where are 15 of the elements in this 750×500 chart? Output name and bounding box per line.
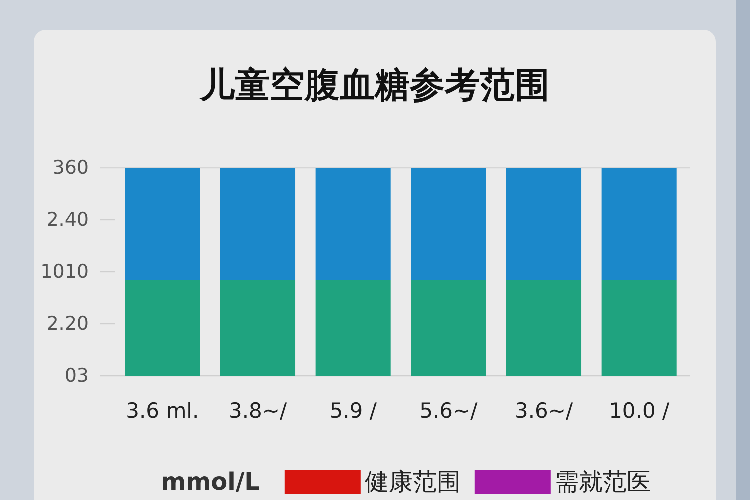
x-tick-label: 3.8~/ (228, 399, 288, 423)
legend-label: 健康范围 (364, 468, 461, 496)
annotation: 1010 (40, 261, 89, 283)
legend-label: 需就范医 (554, 468, 651, 496)
legend-title: mmol/L (161, 468, 260, 496)
x-tick-label: 3.6~/ (514, 399, 574, 423)
annotation: 360 (52, 157, 89, 179)
x-tick-label: 5.9 / (330, 399, 377, 423)
annotation: 2.20 (46, 313, 89, 335)
x-tick-label: 5.6~/ (420, 399, 478, 423)
annotation: 2.40 (46, 209, 89, 231)
title: 儿童空腹血糖参考范围 (200, 66, 550, 106)
x-tick-label: 10.0 / (609, 399, 670, 423)
annotation: 03 (64, 365, 89, 387)
x-tick-label: 3.6 ml. (126, 399, 200, 423)
